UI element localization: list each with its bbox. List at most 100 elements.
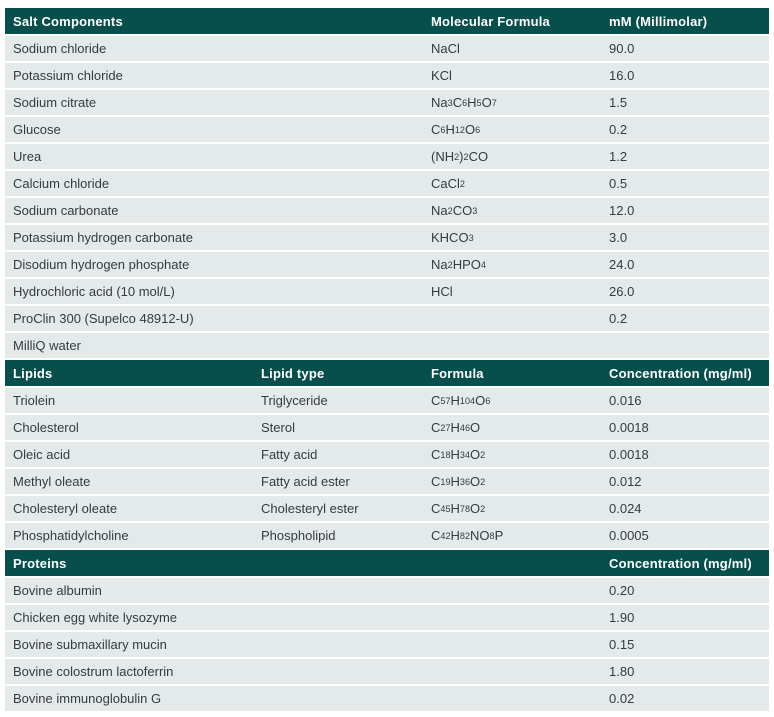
header-mm-millimolar: mM (Millimolar) <box>609 13 708 29</box>
header-salt-components: Salt Components <box>13 13 123 29</box>
table-row: Hydrochloric acid (10 mol/L) HCl 26.0 <box>5 279 769 304</box>
header-lipids: Lipids <box>13 365 53 381</box>
value-cell: 0.2 <box>609 311 628 326</box>
value-cell: 1.80 <box>609 664 635 679</box>
table-row: Phosphatidylcholine Phospholipid C 42 H 82 N… <box>5 523 769 548</box>
formula-cell: CaCl 2 <box>431 176 465 191</box>
header-proteins: Proteins <box>13 555 67 571</box>
component-name-cell: Bovine immunoglobulin G <box>13 691 162 706</box>
table-row: Bovine colostrum lactoferrin 1.80 <box>5 659 769 684</box>
formula-cell: C 45 H 78 O 2 <box>431 501 486 516</box>
component-name-cell: Bovine submaxillary mucin <box>13 637 167 652</box>
value-cell: 1.5 <box>609 95 628 110</box>
value-cell: 0.0018 <box>609 447 649 462</box>
table-row: Sodium citrate Na 3 C 6 H 5 O 7 1.5 <box>5 90 769 115</box>
component-name-cell: Glucose <box>13 122 61 137</box>
component-name-cell: Methyl oleate <box>13 474 91 489</box>
component-name-cell: Bovine albumin <box>13 583 102 598</box>
value-cell: 26.0 <box>609 284 635 299</box>
component-name-cell: Calcium chloride <box>13 176 110 191</box>
formula-cell <box>423 306 601 331</box>
formula-cell: C 18 H 34 O 2 <box>431 447 486 462</box>
table-row: Cholesteryl oleate Cholesteryl ester C 45… <box>5 496 769 521</box>
table-row: Urea (NH 2) 2 CO 1.2 <box>5 144 769 169</box>
value-cell: 90.0 <box>609 41 635 56</box>
component-name-cell: Triolein <box>13 393 56 408</box>
value-cell: 0.0018 <box>609 420 649 435</box>
value-cell <box>601 333 769 358</box>
formula-cell <box>423 333 601 358</box>
value-cell: 0.012 <box>609 474 642 489</box>
component-name-cell: Potassium hydrogen carbonate <box>13 230 193 245</box>
formula-cell: Na 2 CO 3 <box>431 203 478 218</box>
formula-cell: (NH 2) 2 CO <box>431 149 489 164</box>
table-row: Sodium chloride NaCl 90.0 <box>5 36 769 61</box>
lipid-type-cell: Phospholipid <box>261 528 336 543</box>
table-row: Chicken egg white lysozyme 1.90 <box>5 605 769 630</box>
proteins-header-row: Proteins Concentration (mg/ml) <box>5 550 769 576</box>
value-cell: 0.016 <box>609 393 642 408</box>
header-formula: Formula <box>431 365 484 381</box>
value-cell: 0.0005 <box>609 528 649 543</box>
table-row: Oleic acid Fatty acid C 18 H 34 O 2 0.0018 <box>5 442 769 467</box>
formula-cell: C 6 H 12 O 6 <box>431 122 481 137</box>
formula-cell: HCl <box>431 284 453 299</box>
formula-cell: Na 3 C 6 H 5 O 7 <box>431 95 497 110</box>
table-row: Bovine submaxillary mucin 0.15 <box>5 632 769 657</box>
value-cell: 12.0 <box>609 203 635 218</box>
formula-cell: C 27 H 46 O <box>431 420 481 435</box>
lipids-header-row: Lipids Lipid type Formula Concentration … <box>5 360 769 386</box>
lipid-type-cell: Fatty acid ester <box>261 474 350 489</box>
value-cell: 1.2 <box>609 149 628 164</box>
formula-cell: C 42 H 82 NO 8 P <box>431 528 504 543</box>
component-name-cell: Disodium hydrogen phosphate <box>13 257 190 272</box>
formula-cell: C 57 H 104 O 6 <box>431 393 491 408</box>
component-name-cell: Sodium citrate <box>13 95 97 110</box>
table-row: MilliQ water <box>5 333 769 358</box>
table-row: ProClin 300 (Supelco 48912-U) 0.2 <box>5 306 769 331</box>
lipid-type-cell: Triglyceride <box>261 393 328 408</box>
table-row: Triolein Triglyceride C 57 H 104 O 6 0.016 <box>5 388 769 413</box>
table-row: Sodium carbonate Na 2 CO 3 12.0 <box>5 198 769 223</box>
header-molecular-formula: Molecular Formula <box>431 13 550 29</box>
value-cell: 0.20 <box>609 583 635 598</box>
lipid-type-cell: Cholesteryl ester <box>261 501 359 516</box>
component-name-cell: Potassium chloride <box>13 68 123 83</box>
component-name-cell: Cholesteryl oleate <box>13 501 118 516</box>
formula-cell: KCl <box>431 68 452 83</box>
formula-cell: KHCO 3 <box>431 230 474 245</box>
table-row: Disodium hydrogen phosphate Na 2 HPO 4 24.0 <box>5 252 769 277</box>
component-name-cell: Phosphatidylcholine <box>13 528 129 543</box>
table-row: Potassium hydrogen carbonate KHCO 3 3.0 <box>5 225 769 250</box>
formula-cell: Na 2 HPO 4 <box>431 257 486 272</box>
header-concentration: Concentration (mg/ml) <box>609 555 752 571</box>
lipid-type-cell: Sterol <box>261 420 295 435</box>
header-lipid-type: Lipid type <box>261 365 325 381</box>
component-name-cell: Hydrochloric acid (10 mol/L) <box>13 284 175 299</box>
value-cell: 0.15 <box>609 637 635 652</box>
value-cell: 1.90 <box>609 610 635 625</box>
component-name-cell: Cholesterol <box>13 420 79 435</box>
section-lipids: Lipids Lipid type Formula Concentration … <box>5 360 769 548</box>
component-name-cell: Chicken egg white lysozyme <box>13 610 178 625</box>
table-row: Cholesterol Sterol C 27 H 46 O 0.0018 <box>5 415 769 440</box>
value-cell: 0.024 <box>609 501 642 516</box>
formula-cell: C 19 H 36 O 2 <box>431 474 486 489</box>
component-name-cell: Urea <box>13 149 42 164</box>
table-row: Methyl oleate Fatty acid ester C 19 H 36 O 2 … <box>5 469 769 494</box>
component-name-cell: Sodium chloride <box>13 41 107 56</box>
value-cell: 0.02 <box>609 691 635 706</box>
table-row: Bovine immunoglobulin G 0.02 <box>5 686 769 711</box>
header-concentration: Concentration (mg/ml) <box>609 365 752 381</box>
component-name-cell: Oleic acid <box>13 447 71 462</box>
value-cell: 3.0 <box>609 230 628 245</box>
salt-components-header-row: Salt Components Molecular Formula mM (Mi… <box>5 8 769 34</box>
table-row: Glucose C 6 H 12 O 6 0.2 <box>5 117 769 142</box>
lipid-type-cell: Fatty acid <box>261 447 318 462</box>
table-row: Calcium chloride CaCl 2 0.5 <box>5 171 769 196</box>
value-cell: 16.0 <box>609 68 635 83</box>
component-name-cell: ProClin 300 (Supelco 48912-U) <box>13 311 194 326</box>
component-name-cell: Bovine colostrum lactoferrin <box>13 664 174 679</box>
component-name-cell: MilliQ water <box>13 338 81 353</box>
